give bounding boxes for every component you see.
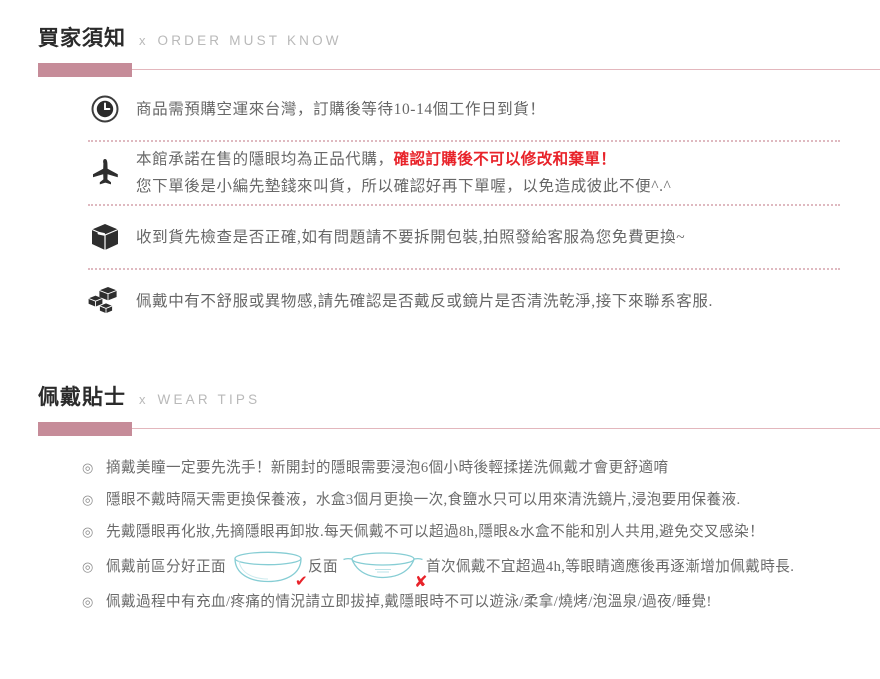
notice-row: 商品需預購空運來台灣，訂購後等待10-14個工作日到貨！: [0, 78, 880, 140]
list-item-label: 先戴隱眼再化妝,先摘隱眼再卸妝.每天佩戴不可以超過8h,隱眼&水盒不能和別人共用…: [106, 524, 765, 540]
lens-front-label: 佩戴前區分好正面: [106, 559, 226, 575]
lens-duration-label: 首次佩戴不宜超過4h,等眼睛適應後再逐漸增加佩戴時長.: [425, 559, 795, 575]
list-item: ◎ 摘戴美瞳一定要先洗手！新開封的隱眼需要浸泡6個小時後輕揉搓洗佩戴才會更舒適唷: [0, 452, 880, 484]
list-item: ◎ 隱眼不戴時隔天需更換保養液，水盒3個月更換一次,食鹽水只可以用來清洗鏡片,浸…: [0, 484, 880, 516]
airplane-icon: [88, 156, 122, 190]
section-header-order-must-know: 買家須知 x ORDER MUST KNOW: [38, 22, 880, 77]
notice-line: 佩戴中有不舒服或異物感,請先確認是否戴反或鏡片是否清洗乾淨,接下來聯系客服.: [136, 292, 713, 310]
notice-line-plain: 本館承諾在售的隱眼均為正品代購，: [136, 151, 394, 168]
notice-row: 佩戴中有不舒服或異物感,請先確認是否戴反或鏡片是否清洗乾淨,接下來聯系客服.: [0, 270, 880, 332]
bullet-icon: ◎: [82, 594, 94, 610]
bullet-icon: ◎: [82, 492, 94, 508]
dotted-separator: [88, 204, 840, 206]
list-item-lens-orientation: ◎ 佩戴前區分好正面 ✔ 反面: [0, 548, 880, 591]
dotted-separator: [88, 140, 840, 142]
section-title-en: WEAR TIPS: [157, 392, 261, 407]
divider-line: [38, 69, 880, 70]
dotted-separator: [88, 268, 840, 270]
lens-orientation-row: 佩戴前區分好正面 ✔ 反面: [106, 550, 795, 591]
notice-text: 商品需預購空運來台灣，訂購後等待10-14個工作日到貨！: [136, 96, 545, 123]
list-item-label: 隱眼不戴時隔天需更換保養液，水盒3個月更換一次,食鹽水只可以用來清洗鏡片,浸泡要…: [106, 492, 741, 508]
notice-line-emphasis: 確認訂購後不可以修改和棄單！: [393, 151, 617, 168]
notice-row: 收到貨先檢查是否正確,如有問題請不要拆開包裝,拍照發給客服為您免費更換~: [0, 206, 880, 268]
correct-check-mark: ✔: [294, 572, 308, 590]
section-titles: 買家須知 x ORDER MUST KNOW: [38, 22, 880, 52]
list-item-label: 摘戴美瞳一定要先洗手！新開封的隱眼需要浸泡6個小時後輕揉搓洗佩戴才會更舒適唷: [106, 460, 669, 476]
section-titles: 佩戴貼士 x WEAR TIPS: [38, 381, 880, 411]
lens-correct-side-figure: ✔: [230, 550, 308, 590]
multiple-boxes-icon: [88, 284, 122, 318]
notice-line: 本館承諾在售的隱眼均為正品代購，確認訂購後不可以修改和棄單！: [136, 146, 671, 173]
wear-tips-list: ◎ 摘戴美瞳一定要先洗手！新開封的隱眼需要浸泡6個小時後輕揉搓洗佩戴才會更舒適唷…: [0, 452, 880, 618]
section-title-separator: x: [139, 33, 147, 48]
notice-list: 商品需預購空運來台灣，訂購後等待10-14個工作日到貨！ 本館承諾在售的隱眼均為…: [0, 78, 880, 332]
wrong-cross-mark: ✘: [414, 572, 428, 591]
bullet-icon: ◎: [82, 559, 94, 575]
notice-text: 本館承諾在售的隱眼均為正品代購，確認訂購後不可以修改和棄單！ 您下單後是小編先墊…: [136, 146, 671, 200]
notice-row: 本館承諾在售的隱眼均為正品代購，確認訂購後不可以修改和棄單！ 您下單後是小編先墊…: [0, 142, 880, 204]
divider-accent-block: [38, 63, 132, 77]
notice-line: 您下單後是小編先墊錢來叫貨，所以確認好再下單喔，以免造成彼此不便^.^: [136, 178, 672, 195]
list-item: ◎ 佩戴過程中有充血/疼痛的情況請立即拔掉,戴隱眼時不可以遊泳/柔拿/燒烤/泡溫…: [0, 586, 880, 618]
section-divider: [38, 422, 880, 436]
notice-line: 收到貨先檢查是否正確,如有問題請不要拆開包裝,拍照發給客服為您免費更換~: [136, 228, 686, 246]
notice-text: 佩戴中有不舒服或異物感,請先確認是否戴反或鏡片是否清洗乾淨,接下來聯系客服.: [136, 288, 713, 315]
notice-line: 商品需預購空運來台灣，訂購後等待10-14個工作日到貨！: [136, 100, 546, 118]
section-title-separator: x: [139, 392, 147, 407]
notice-text: 收到貨先檢查是否正確,如有問題請不要拆開包裝,拍照發給客服為您免費更換~: [136, 224, 685, 251]
section-divider: [38, 63, 880, 77]
section-title-cn: 佩戴貼士: [38, 385, 126, 409]
divider-line: [38, 428, 880, 429]
package-box-icon: [88, 220, 122, 254]
bullet-icon: ◎: [82, 524, 94, 540]
section-title-en: ORDER MUST KNOW: [157, 33, 342, 48]
divider-accent-block: [38, 422, 132, 436]
lens-back-label: 反面: [307, 559, 338, 575]
bullet-icon: ◎: [82, 460, 94, 476]
clock-icon: [88, 92, 122, 126]
list-item-label: 佩戴過程中有充血/疼痛的情況請立即拔掉,戴隱眼時不可以遊泳/柔拿/燒烤/泡溫泉/…: [106, 594, 712, 610]
lens-wrong-side-figure: ✘: [342, 550, 428, 591]
list-item: ◎ 先戴隱眼再化妝,先摘隱眼再卸妝.每天佩戴不可以超過8h,隱眼&水盒不能和別人…: [0, 516, 880, 548]
section-header-wear-tips: 佩戴貼士 x WEAR TIPS: [38, 381, 880, 436]
section-title-cn: 買家須知: [38, 26, 126, 50]
